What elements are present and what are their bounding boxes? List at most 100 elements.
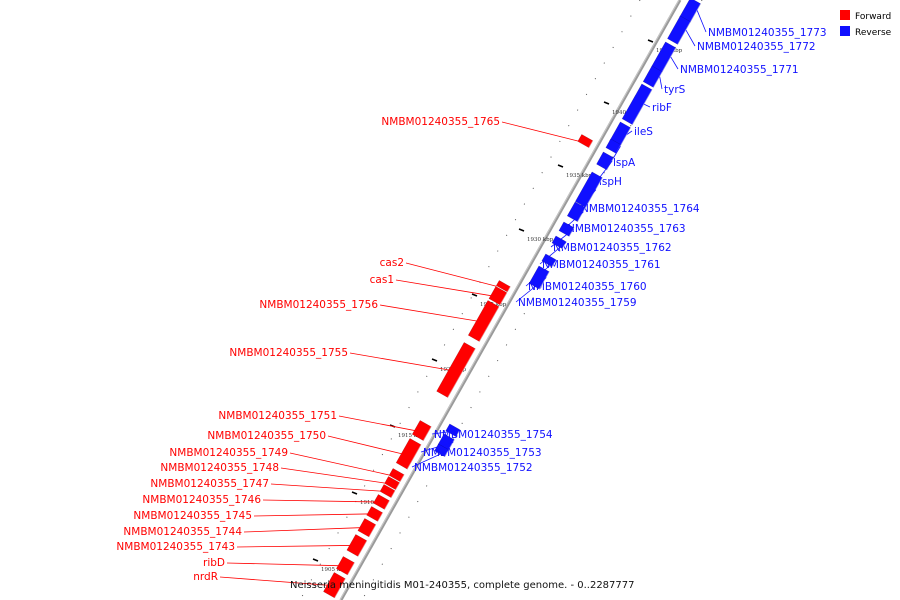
gene-label-lspa[interactable]: lspA bbox=[613, 157, 636, 169]
legend: Forward Reverse bbox=[840, 10, 892, 38]
gene-block-highlight bbox=[357, 540, 368, 557]
legend-reverse-label: Reverse bbox=[855, 28, 892, 38]
leader-line-nmbm01240355-1744 bbox=[243, 527, 360, 533]
legend-forward-label: Forward bbox=[855, 12, 891, 22]
leader-line-nmbm01240355-1749 bbox=[289, 452, 390, 476]
gene-label-nmbm01240355-1772[interactable]: NMBM01240355_1772 bbox=[697, 41, 816, 53]
tick-mark bbox=[603, 101, 610, 105]
gene-label-nmbm01240355-1759[interactable]: NMBM01240355_1759 bbox=[518, 297, 637, 309]
leader-line-nmbm01240355-1752 bbox=[411, 450, 449, 468]
gene-block-nmbm01240355-1763[interactable] bbox=[566, 201, 586, 223]
gene-block-highlight bbox=[390, 490, 396, 499]
gene-block-highlight bbox=[577, 207, 587, 223]
gene-label-nmbm01240355-1760[interactable]: NMBM01240355_1760 bbox=[528, 281, 647, 293]
gene-block-nmbm01240355-1756[interactable] bbox=[467, 300, 500, 342]
gene-label-nmbm01240355-1773[interactable]: NMBM01240355_1773 bbox=[708, 27, 827, 39]
gene-block-nmbm01240355-1752[interactable] bbox=[434, 443, 450, 458]
gene-block-nmbm01240355-1759[interactable] bbox=[528, 265, 550, 290]
leader-line-ribd bbox=[226, 562, 339, 567]
gene-block-tyrs[interactable] bbox=[642, 65, 663, 88]
gene-label-nmbm01240355-1771[interactable]: NMBM01240355_1771 bbox=[680, 64, 799, 76]
leader-line-nmbm01240355-1773 bbox=[696, 10, 707, 33]
gene-block-nmbm01240355-1773[interactable] bbox=[679, 0, 702, 24]
gene-label-cas2[interactable]: cas2 bbox=[380, 257, 404, 269]
leader-line-nmbm01240355-1754 bbox=[431, 429, 460, 435]
gene-label-iles[interactable]: ileS bbox=[634, 126, 653, 138]
tick-mark bbox=[518, 228, 525, 232]
gene-block-highlight bbox=[448, 439, 456, 451]
tick-label: 1935 kbp bbox=[566, 173, 593, 179]
gene-block-nmbm01240355-1743[interactable] bbox=[346, 534, 368, 557]
gene-label-nmbm01240355-1746[interactable]: NMBM01240355_1746 bbox=[142, 494, 261, 506]
gene-block-nmbm01240355-1749[interactable] bbox=[388, 468, 405, 483]
tick-label: 1940 kbp bbox=[612, 110, 639, 116]
gene-label-isph[interactable]: ispH bbox=[599, 176, 622, 188]
gene-label-nmbm01240355-1764[interactable]: NMBM01240355_1764 bbox=[581, 203, 700, 215]
gene-label-tyrs[interactable]: tyrS bbox=[664, 84, 686, 96]
gene-block-nrdr[interactable] bbox=[323, 572, 346, 599]
gene-label-nrdr[interactable]: nrdR bbox=[193, 571, 218, 583]
gene-label-nmbm01240355-1748[interactable]: NMBM01240355_1748 bbox=[160, 462, 279, 474]
gene-block-nmbm01240355-1772[interactable] bbox=[667, 15, 691, 45]
tick-label: 1910 kbp bbox=[360, 500, 387, 506]
gene-label-ribd[interactable]: ribD bbox=[203, 557, 225, 569]
gene-label-nmbm01240355-1755[interactable]: NMBM01240355_1755 bbox=[229, 347, 348, 359]
leader-line-nmbm01240355-1755 bbox=[349, 352, 450, 371]
genome-backbone bbox=[339, 0, 682, 600]
gene-label-nmbm01240355-1753[interactable]: NMBM01240355_1753 bbox=[423, 447, 542, 459]
gene-block-highlight bbox=[447, 348, 477, 398]
gene-label-cas1[interactable]: cas1 bbox=[370, 274, 394, 286]
leader-line-nmbm01240355-1759 bbox=[515, 277, 547, 303]
gene-block-nmbm01240355-1754[interactable] bbox=[445, 423, 461, 438]
gene-block-cas2[interactable] bbox=[495, 280, 511, 293]
gene-label-nmbm01240355-1752[interactable]: NMBM01240355_1752 bbox=[414, 462, 533, 474]
gene-block-ribd[interactable] bbox=[335, 556, 355, 576]
leader-line-cas1 bbox=[395, 279, 492, 297]
gene-block-nmbm01240355-1746[interactable] bbox=[372, 494, 390, 510]
gene-label-nmbm01240355-1744[interactable]: NMBM01240355_1744 bbox=[123, 526, 242, 538]
tick-mark bbox=[557, 164, 564, 168]
legend-forward-swatch bbox=[840, 10, 850, 20]
gene-block-nmbm01240355-1765[interactable] bbox=[577, 134, 594, 149]
gene-label-nmbm01240355-1745[interactable]: NMBM01240355_1745 bbox=[133, 510, 252, 522]
gene-block-nmbm01240355-1755[interactable] bbox=[436, 342, 476, 398]
gene-block-highlight bbox=[677, 21, 692, 45]
gene-label-nmbm01240355-1750[interactable]: NMBM01240355_1750 bbox=[207, 430, 326, 442]
gene-block-highlight bbox=[347, 562, 356, 576]
gene-block-highlight bbox=[455, 429, 461, 438]
gene-label-nmbm01240355-1763[interactable]: NMBM01240355_1763 bbox=[567, 223, 686, 235]
gene-label-nmbm01240355-1754[interactable]: NMBM01240355_1754 bbox=[434, 429, 553, 441]
gene-label-nmbm01240355-1756[interactable]: NMBM01240355_1756 bbox=[259, 299, 378, 311]
gene-block-cas1[interactable] bbox=[488, 286, 508, 306]
tick-label: 1930 kbp bbox=[527, 237, 554, 243]
gene-block-highlight bbox=[631, 89, 653, 125]
forward-strand-genes: NMBM01240355_1765 cas2 cas1 NMBM01240355_17… bbox=[116, 116, 594, 599]
gene-label-ribf[interactable]: ribF bbox=[652, 102, 672, 114]
reverse-strand-genes: NMBM01240355_1773 NMBM01240355_1772 NMBM01… bbox=[411, 0, 827, 474]
gene-label-nmbm01240355-1761[interactable]: NMBM01240355_1761 bbox=[542, 259, 661, 271]
gene-label-nmbm01240355-1749[interactable]: NMBM01240355_1749 bbox=[169, 447, 288, 459]
gene-label-nmbm01240355-1765[interactable]: NMBM01240355_1765 bbox=[381, 116, 500, 128]
gene-block-isph[interactable] bbox=[596, 151, 615, 171]
leader-line-nmbm01240355-1764 bbox=[578, 189, 597, 209]
gene-block-highlight bbox=[399, 474, 405, 483]
leader-line-nmbm01240355-1748 bbox=[280, 467, 386, 484]
gene-block-highlight bbox=[395, 482, 401, 491]
gene-label-nmbm01240355-1747[interactable]: NMBM01240355_1747 bbox=[150, 478, 269, 490]
tick-mark bbox=[351, 491, 358, 495]
gene-label-nmbm01240355-1762[interactable]: NMBM01240355_1762 bbox=[553, 242, 672, 254]
gene-block-nmbm01240355-1750[interactable] bbox=[395, 438, 422, 470]
leader-line-nmbm01240355-1772 bbox=[685, 30, 696, 47]
gene-block-nmbm01240355-1751[interactable] bbox=[411, 420, 432, 442]
gene-block-nmbm01240355-1744[interactable] bbox=[357, 518, 377, 538]
gene-block-nmbm01240355-1764[interactable] bbox=[574, 171, 603, 208]
gene-label-nmbm01240355-1743[interactable]: NMBM01240355_1743 bbox=[116, 541, 235, 553]
gene-label-nmbm01240355-1751[interactable]: NMBM01240355_1751 bbox=[218, 410, 337, 422]
gene-block-highlight bbox=[538, 271, 550, 290]
gene-block-nmbm01240355-1762[interactable] bbox=[558, 221, 575, 237]
gene-block-highlight bbox=[422, 426, 432, 441]
gene-block-nmbm01240355-1745[interactable] bbox=[366, 506, 384, 522]
gene-block-ribf[interactable] bbox=[621, 83, 653, 126]
leader-line-nmbm01240355-1751 bbox=[338, 415, 415, 431]
gene-block-highlight bbox=[384, 500, 391, 510]
